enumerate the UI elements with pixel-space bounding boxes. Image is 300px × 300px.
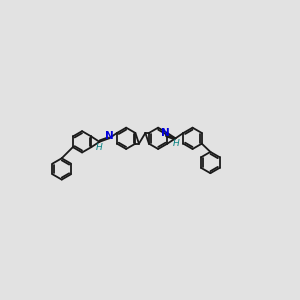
Text: H: H (172, 139, 179, 148)
Text: N: N (161, 128, 170, 138)
Text: H: H (96, 143, 102, 152)
Text: N: N (105, 131, 114, 141)
